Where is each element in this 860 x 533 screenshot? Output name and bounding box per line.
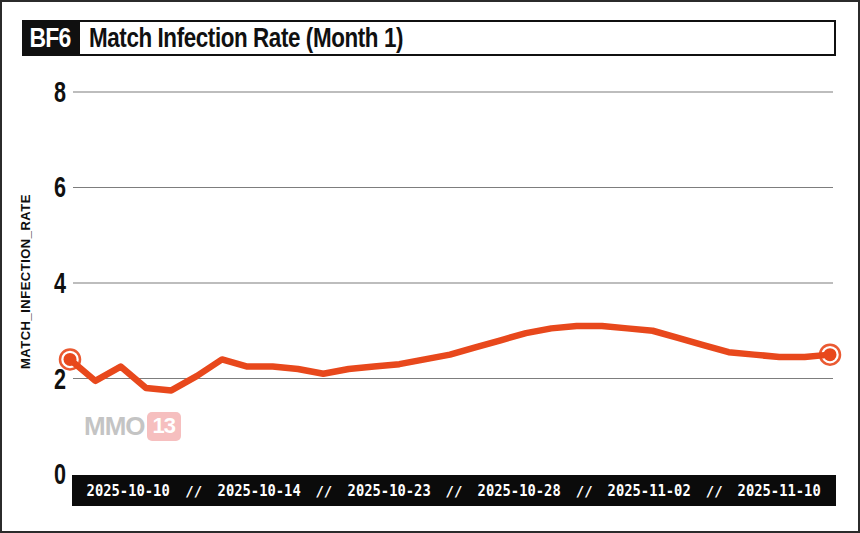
chart-canvas bbox=[2, 2, 858, 531]
watermark-text: MMO bbox=[84, 411, 145, 442]
x-tick-separator: // bbox=[446, 483, 463, 499]
x-tick-date: 2025-10-28 bbox=[478, 482, 561, 500]
x-tick-date: 2025-10-23 bbox=[347, 482, 430, 500]
x-tick-separator: // bbox=[315, 483, 332, 499]
x-tick-date: 2025-11-10 bbox=[738, 482, 821, 500]
x-tick-date: 2025-11-02 bbox=[608, 482, 691, 500]
chart-frame: BF6 Match Infection Rate (Month 1) MATCH… bbox=[0, 0, 860, 533]
x-tick-separator: // bbox=[185, 483, 202, 499]
watermark-badge: 13 bbox=[147, 412, 181, 441]
x-tick-date: 2025-10-10 bbox=[87, 482, 170, 500]
x-tick-date: 2025-10-14 bbox=[217, 482, 300, 500]
watermark: MMO 13 bbox=[84, 410, 181, 442]
x-tick-separator: // bbox=[576, 483, 593, 499]
x-tick-separator: // bbox=[706, 483, 723, 499]
x-axis-bar: 2025-10-10 // 2025-10-14 // 2025-10-23 /… bbox=[72, 475, 836, 506]
